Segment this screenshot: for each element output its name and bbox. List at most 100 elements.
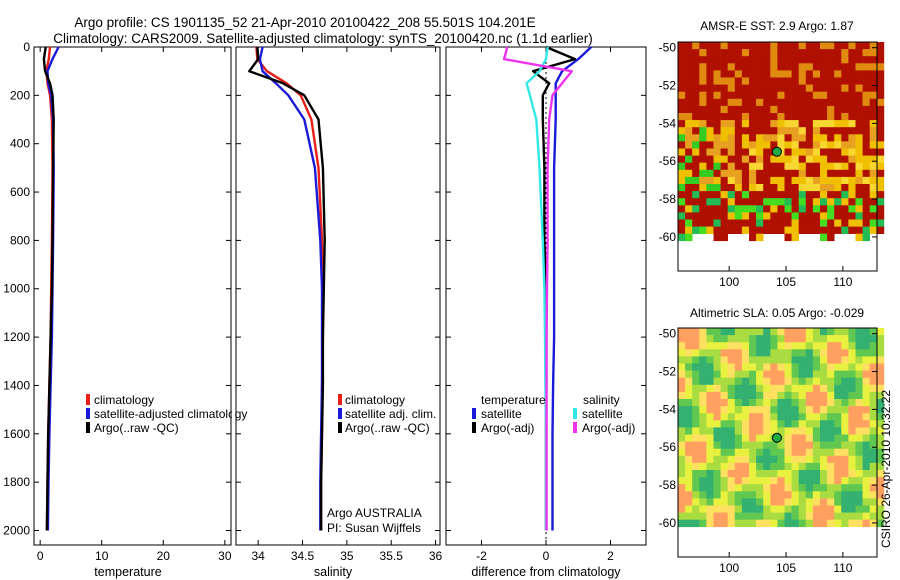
sst_map-cell <box>777 70 785 78</box>
sla_map-cell <box>756 491 764 499</box>
sst_map-cell <box>699 198 707 206</box>
sla_map-cell <box>812 434 821 442</box>
sla_map-cell <box>876 462 885 471</box>
sla_map-cell <box>706 491 714 499</box>
sst_map-cell <box>841 98 849 107</box>
sst_map-cell <box>805 198 814 206</box>
sla_map-cell <box>720 399 728 407</box>
sst_map-cell <box>805 141 814 149</box>
sst_map-cell <box>869 155 878 163</box>
sla_map-cell <box>770 455 778 464</box>
difference-series-temperature-satellite <box>551 46 593 531</box>
sst_map-cell <box>855 77 863 85</box>
sst_map-cell <box>812 49 821 57</box>
sla_map-cell <box>756 335 764 343</box>
sst_map-cell <box>756 162 764 171</box>
sst_map-cell <box>876 98 885 107</box>
sst_map-cell <box>869 49 878 57</box>
sst_map-cell <box>692 105 700 114</box>
sla_map-cell <box>834 370 842 378</box>
sst_map-cell <box>784 56 792 64</box>
sla_map-cell <box>770 413 778 421</box>
difference-series-salinity-argo-adj- <box>502 46 573 531</box>
sla_map-cell <box>741 399 750 407</box>
sst_map-cell <box>678 42 686 50</box>
sla_map-cell <box>685 441 693 449</box>
sla_map-cell <box>770 462 778 471</box>
sst_map-cell <box>848 49 856 57</box>
sst_map-cell <box>805 49 814 57</box>
sst_map-cell <box>741 91 750 100</box>
sla_map-cell <box>706 335 714 343</box>
sla_map-cell <box>720 335 728 343</box>
sla_map-cell <box>685 455 693 464</box>
sst_map-cell <box>791 49 799 57</box>
sla_map-cell <box>805 505 814 513</box>
sla_map-cell <box>841 384 849 393</box>
sst_map-cell <box>706 148 714 156</box>
sla_map-cell <box>756 420 764 428</box>
sst_map-cell <box>734 84 743 92</box>
sla_map-cell <box>749 477 757 485</box>
sst_map-cell <box>763 169 771 178</box>
sla_map-cell <box>855 391 863 400</box>
sla_map-cell <box>699 370 707 378</box>
sla_map-cell <box>678 349 686 357</box>
sst_map-cell <box>685 120 693 128</box>
sla_map-cell <box>784 448 792 457</box>
sla_map-cell <box>763 505 771 513</box>
sst_map-cell <box>749 169 757 178</box>
sst_map-cell <box>727 226 736 234</box>
sst_map-cell <box>685 63 693 71</box>
sla_map-cell <box>699 356 707 364</box>
sst_map-cell <box>876 127 885 135</box>
sla_map-cell <box>841 370 849 378</box>
sst_map-cell <box>784 219 792 227</box>
sla_map-cell <box>741 470 750 478</box>
sst_map-cell <box>791 176 799 185</box>
sst_map-cell <box>777 219 785 227</box>
sst_map-cell <box>734 162 743 171</box>
sst_map-cell <box>727 91 736 100</box>
sla_map-cell <box>763 370 771 378</box>
sst_map-cell <box>734 105 743 114</box>
sst_map-cell <box>798 91 807 100</box>
sla_map-cell <box>827 335 835 343</box>
sla_map-cell <box>749 434 757 442</box>
sst_map-cell <box>820 98 828 107</box>
sst_map-cell <box>805 70 814 78</box>
sla_map-cell <box>763 470 771 478</box>
sst_map-cell <box>770 113 778 121</box>
sst_map-cell <box>798 49 807 57</box>
difference-legend-sal-argo: Argo(-adj) <box>582 421 635 435</box>
sst_map-cell <box>862 155 870 163</box>
sst_map-cell <box>756 169 764 178</box>
sla_map-cell <box>720 477 728 485</box>
sla_map-cell <box>756 519 764 528</box>
sst_map-cell <box>812 212 821 220</box>
sst_map-cell <box>678 219 686 227</box>
difference-xtick-label: -2 <box>476 549 487 563</box>
sst_map-cell <box>706 70 714 78</box>
sst_map-cell <box>706 134 714 142</box>
sla_map-cell <box>869 455 878 464</box>
sla_map-cell <box>741 377 750 386</box>
sla_map-cell <box>756 470 764 478</box>
sla_map-cell <box>727 335 736 343</box>
sst_map-cell <box>699 84 707 92</box>
sla_map-cell <box>791 399 799 407</box>
sla_map-cell <box>777 462 785 471</box>
sla_map-cell <box>692 512 700 520</box>
sla_map-cell <box>834 434 842 442</box>
temperature-legend-swatch-satellite <box>86 408 90 419</box>
sla_map-cell <box>734 384 743 393</box>
sla_map-cell <box>713 335 721 343</box>
sla_map-cell <box>876 384 885 393</box>
sla_map-cell <box>685 377 693 386</box>
sla_map-cell <box>798 413 807 421</box>
sst_map-cell <box>763 184 771 192</box>
sst_map-cell <box>763 148 771 156</box>
salinity-xlabel: salinity <box>314 565 353 579</box>
sla_map-cell <box>720 448 728 457</box>
sla_map-cell <box>834 498 842 506</box>
